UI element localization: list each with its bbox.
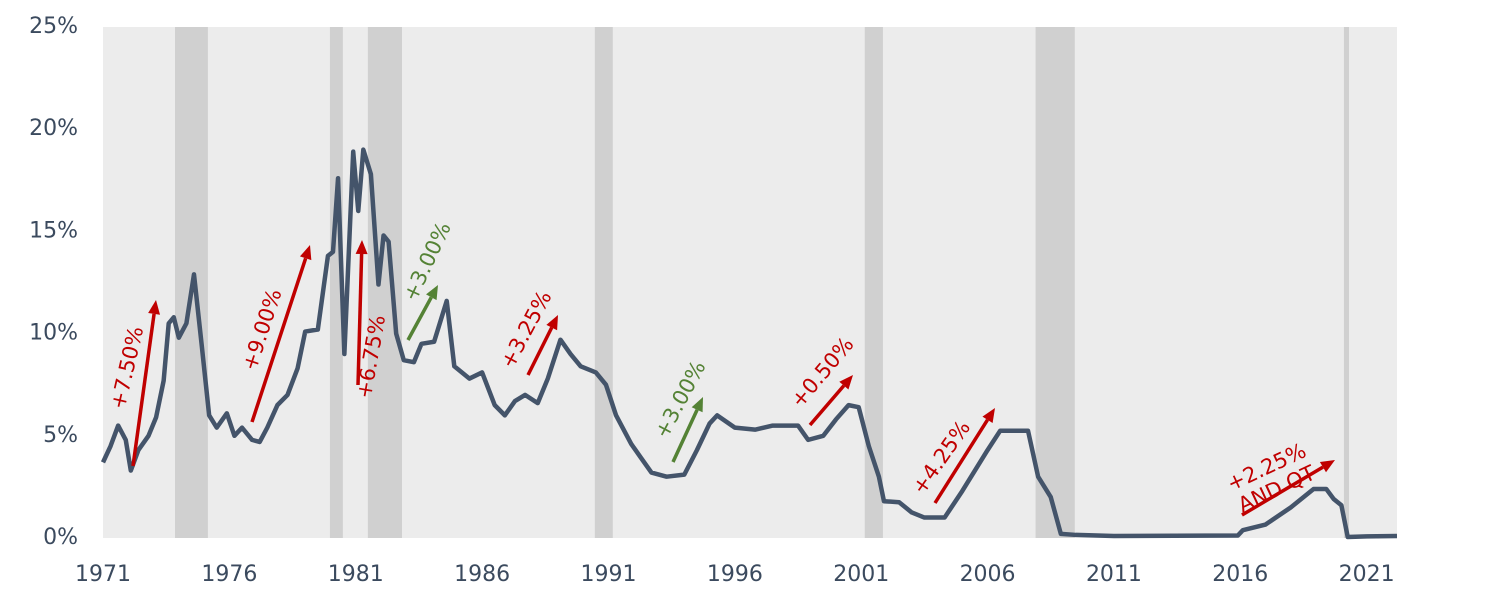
x-tick-label: 2001 [833,562,889,587]
x-tick-label: 2021 [1339,562,1395,587]
arrow-shaft [671,408,699,463]
x-tick-label: 1996 [707,562,763,587]
x-tick-label: 1986 [454,562,510,587]
x-tick-label: 1991 [580,562,636,587]
arrow-head [148,300,161,315]
arrow-shaft [1241,465,1324,517]
arrow-shaft [808,384,846,427]
recession-band [1343,27,1349,538]
arrow-head [839,375,853,390]
recession-band [594,27,613,538]
recession-band [1035,27,1075,538]
arrow-head [546,315,558,331]
arrow-shaft [933,418,990,504]
rate-line [100,147,1398,540]
x-tick-label: 2006 [960,562,1016,587]
y-tick-label: 25% [29,14,78,39]
arrow-head [691,397,703,413]
arrow-head [299,245,312,261]
y-tick-label: 15% [29,218,78,243]
x-tick-label: 1981 [328,562,384,587]
arrow-shaft [356,253,364,386]
x-tick-label: 1971 [75,562,131,587]
arrow-head [1319,460,1335,473]
arrow-head [355,240,368,255]
y-tick-label: 5% [43,423,78,448]
recession-band [367,27,402,538]
y-tick-label: 20% [29,116,78,141]
arrow-shaft [406,296,433,341]
recession-band [864,27,883,538]
y-tick-label: 10% [29,321,78,346]
x-tick-label: 2016 [1212,562,1268,587]
recession-band [329,27,343,538]
arrow-shaft [526,326,554,376]
plot-background [103,27,1397,538]
arrow-head [982,408,995,424]
arrow-shaft [250,257,308,423]
x-tick-label: 1976 [201,562,257,587]
arrow-shaft [131,313,156,467]
y-tick-label: 0% [43,525,78,550]
arrow-head [426,285,438,301]
x-tick-label: 2011 [1086,562,1142,587]
